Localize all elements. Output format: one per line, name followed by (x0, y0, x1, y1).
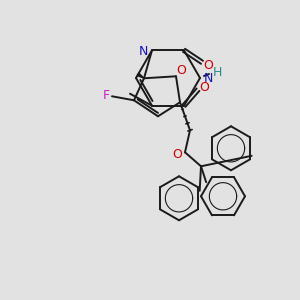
Text: O: O (199, 81, 209, 94)
Polygon shape (137, 73, 144, 78)
Text: H: H (213, 67, 222, 80)
Text: O: O (203, 59, 213, 72)
Text: N: N (204, 71, 213, 85)
Text: N: N (139, 45, 148, 58)
Text: O: O (172, 148, 182, 161)
Text: F: F (102, 89, 110, 102)
Text: O: O (176, 64, 186, 77)
